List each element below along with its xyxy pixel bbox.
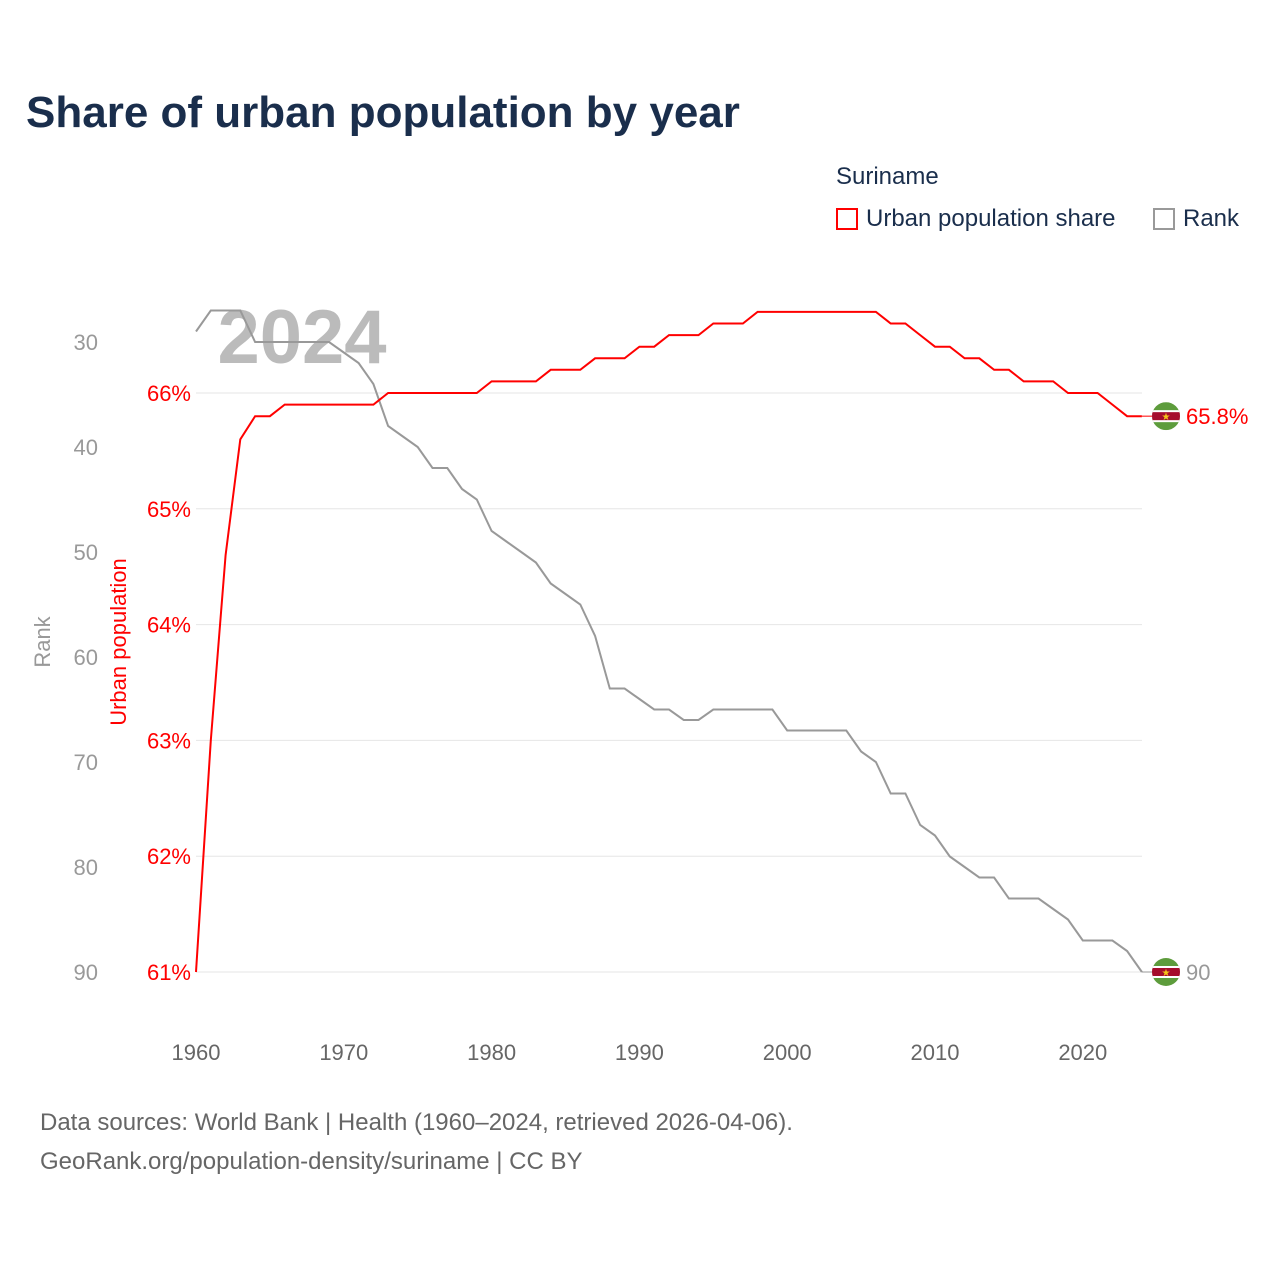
y-tick-left-label: 65% xyxy=(147,497,191,522)
legend-item-urban[interactable]: Urban population share xyxy=(836,205,1116,233)
x-tick-label: 2000 xyxy=(763,1040,812,1065)
y-tick-rank-label: 30 xyxy=(74,330,98,355)
urban-share-line xyxy=(195,310,1142,973)
x-tick-label: 2020 xyxy=(1058,1040,1107,1065)
y-tick-left-label: 63% xyxy=(147,728,191,753)
y-tick-rank-label: 90 xyxy=(74,960,98,985)
y-tick-left-label: 64% xyxy=(147,613,191,638)
y-axis-rank-title: Rank xyxy=(30,615,55,667)
footer-source: Data sources: World Bank | Health (1960–… xyxy=(40,1109,793,1136)
legend-item-rank[interactable]: Rank xyxy=(1153,205,1239,233)
y-tick-left-label: 66% xyxy=(147,381,191,406)
x-tick-label: 2010 xyxy=(911,1040,960,1065)
legend-swatch-urban xyxy=(836,208,858,230)
y-tick-rank-label: 80 xyxy=(74,855,98,880)
suriname-flag-icon: ★ xyxy=(1152,958,1180,986)
x-tick-label: 1970 xyxy=(319,1040,368,1065)
y-tick-rank-label: 50 xyxy=(74,540,98,565)
y-tick-rank-label: 70 xyxy=(74,750,98,775)
end-label-urban: 65.8% xyxy=(1186,404,1248,429)
suriname-flag-icon: ★ xyxy=(1152,402,1180,431)
legend-title: Suriname xyxy=(836,163,939,190)
footer-link[interactable]: GeoRank.org/population-density/suriname … xyxy=(40,1148,583,1175)
legend-label-urban: Urban population share xyxy=(866,205,1116,232)
y-tick-rank-label: 60 xyxy=(74,645,98,670)
legend-label-rank: Rank xyxy=(1183,205,1240,232)
svg-text:★: ★ xyxy=(1162,968,1171,979)
end-label-rank: 90 xyxy=(1186,960,1210,985)
x-tick-label: 1980 xyxy=(467,1040,516,1065)
x-tick-label: 1990 xyxy=(615,1040,664,1065)
y-tick-rank-label: 40 xyxy=(74,435,98,460)
x-tick-label: 1960 xyxy=(172,1040,221,1065)
legend-swatch-rank xyxy=(1153,208,1175,230)
y-axis-left-title: Urban population xyxy=(106,558,131,726)
rank-line xyxy=(195,309,1143,973)
y-tick-left-label: 62% xyxy=(147,844,191,869)
year-label: 2024 xyxy=(217,295,386,380)
chart-title: Share of urban population by year xyxy=(26,88,740,137)
svg-text:★: ★ xyxy=(1162,412,1171,423)
y-tick-left-label: 61% xyxy=(147,960,191,985)
